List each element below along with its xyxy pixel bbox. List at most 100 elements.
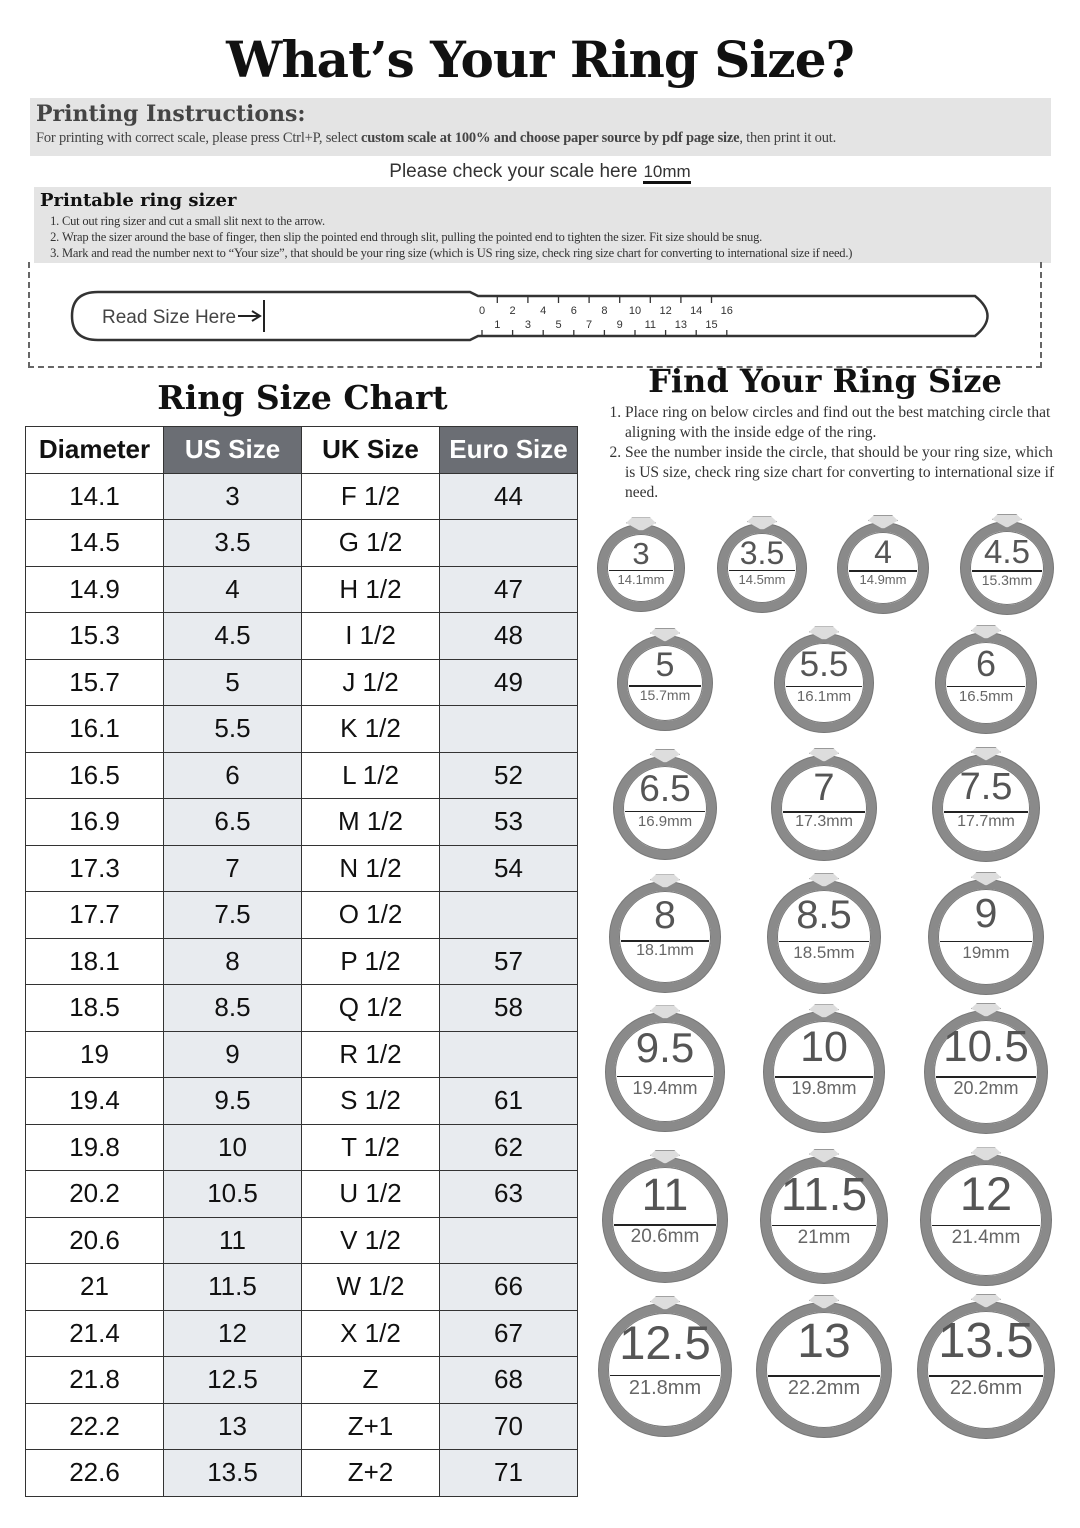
sizer-step: Wrap the sizer around the base of finger… <box>62 229 1045 245</box>
ring-circle: 10.5 20.2mm <box>924 1010 1047 1133</box>
ring-diameter-label: 20.6mm <box>630 1226 700 1248</box>
ruler-tick-label: 8 <box>601 305 607 317</box>
table-row: 15.3 4.5 I 1/2 48 <box>25 612 578 660</box>
find-ring-size-title: Find Your Ring Size <box>648 362 1002 400</box>
table-cell <box>439 705 578 753</box>
ring-diameter-label: 17.3mm <box>795 813 853 831</box>
table-cell: Q 1/2 <box>301 984 440 1032</box>
table-cell <box>439 891 578 939</box>
table-row: 16.9 6.5 M 1/2 53 <box>25 798 578 846</box>
table-cell: N 1/2 <box>301 844 440 892</box>
table-cell: S 1/2 <box>301 1077 440 1125</box>
table-cell: Z+2 <box>301 1449 440 1497</box>
text-pre: For printing with correct scale, please … <box>36 130 361 146</box>
ring-size-number: 9 <box>974 890 998 937</box>
table-cell: 16.5 <box>25 751 164 799</box>
diameter-arrow <box>624 810 706 813</box>
table-row: 16.5 6 L 1/2 52 <box>25 751 578 799</box>
sizer-step: Mark and read the number next to “Your s… <box>62 245 1045 261</box>
table-cell: 17.3 <box>25 844 164 892</box>
ring-circle: 12.5 21.8mm <box>599 1304 731 1436</box>
table-cell: 3 <box>163 472 302 520</box>
col-euro-size: Euro Size <box>439 426 578 474</box>
table-cell: 4 <box>163 565 302 613</box>
table-cell: K 1/2 <box>301 705 440 753</box>
ring-circle: 7 17.3mm <box>771 755 877 861</box>
diameter-arrow <box>935 1076 1036 1078</box>
ring-size-number: 10 <box>800 1023 848 1072</box>
table-cell: H 1/2 <box>301 565 440 613</box>
ring-size-number: 13.5 <box>938 1313 1034 1368</box>
ring-size-number: 8 <box>654 893 676 937</box>
table-cell: 19.4 <box>25 1077 164 1125</box>
ring-diameter-label: 15.7mm <box>639 687 691 704</box>
table-cell: 5.5 <box>163 705 302 753</box>
scale-bar-10mm: 10mm <box>643 163 691 184</box>
diameter-arrow <box>779 940 869 943</box>
table-cell: 14.1 <box>25 472 164 520</box>
ring-diameter-label: 19mm <box>962 942 1010 962</box>
table-cell: 11 <box>163 1216 302 1264</box>
ring-size-number: 4 <box>874 533 892 570</box>
table-cell: 16.1 <box>25 705 164 753</box>
table-row: 17.7 7.5 O 1/2 <box>25 891 578 939</box>
ruler-tick-label: 11 <box>645 319 656 331</box>
diameter-arrow <box>786 685 862 688</box>
table-cell: 70 <box>439 1402 578 1450</box>
table-cell: 8 <box>163 937 302 985</box>
table-row: 18.5 8.5 Q 1/2 58 <box>25 984 578 1032</box>
table-cell: 66 <box>439 1263 578 1311</box>
table-row: 15.7 5 J 1/2 49 <box>25 658 578 706</box>
table-cell: L 1/2 <box>301 751 440 799</box>
ring-circle: 13 22.2mm <box>756 1302 892 1438</box>
table-cell: 21.8 <box>25 1356 164 1404</box>
table-cell <box>439 519 578 567</box>
table-cell: V 1/2 <box>301 1216 440 1264</box>
ruler-tick-label: 1 <box>494 319 500 331</box>
printing-instructions: Printing Instructions: For printing with… <box>30 98 1051 156</box>
ruler-tick-label: 15 <box>705 319 717 331</box>
ring-circle: 5.5 16.1mm <box>775 634 873 732</box>
diameter-arrow <box>775 1076 873 1078</box>
table-cell: 44 <box>439 472 578 520</box>
table-cell: 57 <box>439 937 578 985</box>
table-row: 20.2 10.5 U 1/2 63 <box>25 1170 578 1218</box>
table-cell: O 1/2 <box>301 891 440 939</box>
table-cell: 49 <box>439 658 578 706</box>
table-cell: 6.5 <box>163 798 302 846</box>
diameter-arrow <box>617 1075 713 1078</box>
table-cell: 4.5 <box>163 612 302 660</box>
ring-diameter-label: 19.8mm <box>791 1078 857 1099</box>
col-uk-size: UK Size <box>301 426 440 474</box>
table-cell: G 1/2 <box>301 519 440 567</box>
read-size-label: Read Size Here <box>102 307 236 328</box>
table-row: 14.5 3.5 G 1/2 <box>25 519 578 567</box>
table-row: 21.4 12 X 1/2 67 <box>25 1309 578 1357</box>
table-cell: 71 <box>439 1449 578 1497</box>
table-cell: J 1/2 <box>301 658 440 706</box>
cut-line <box>28 262 1042 368</box>
col-us-size: US Size <box>163 426 302 474</box>
ring-size-number: 6.5 <box>639 768 691 810</box>
ruler-tick-label: 7 <box>586 319 592 331</box>
ring-size-number: 6 <box>975 643 996 685</box>
diameter-arrow <box>849 570 917 572</box>
table-cell: 14.5 <box>25 519 164 567</box>
ring-circle: 8 18.1mm <box>610 882 720 992</box>
ring-circle: 6.5 16.9mm <box>613 756 717 860</box>
table-cell: 6 <box>163 751 302 799</box>
table-cell: 10.5 <box>163 1170 302 1218</box>
ring-circle: 8.5 18.5mm <box>768 881 880 993</box>
table-cell: 5 <box>163 658 302 706</box>
ruler-tick-label: 10 <box>629 305 641 317</box>
ring-diameter-label: 16.1mm <box>796 687 852 705</box>
ring-diameter-label: 20.2mm <box>953 1078 1019 1099</box>
diameter-arrow <box>971 570 1043 572</box>
table-cell: 15.3 <box>25 612 164 660</box>
table-cell: 13 <box>163 1402 302 1450</box>
ring-size-chart-title: Ring Size Chart <box>157 378 448 417</box>
sizer-heading: Printable ring sizer <box>40 190 237 211</box>
scale-label: Please check your scale here <box>389 161 638 182</box>
table-row: 18.1 8 P 1/2 57 <box>25 937 578 985</box>
ring-diameter-label: 18.5mm <box>793 942 855 962</box>
